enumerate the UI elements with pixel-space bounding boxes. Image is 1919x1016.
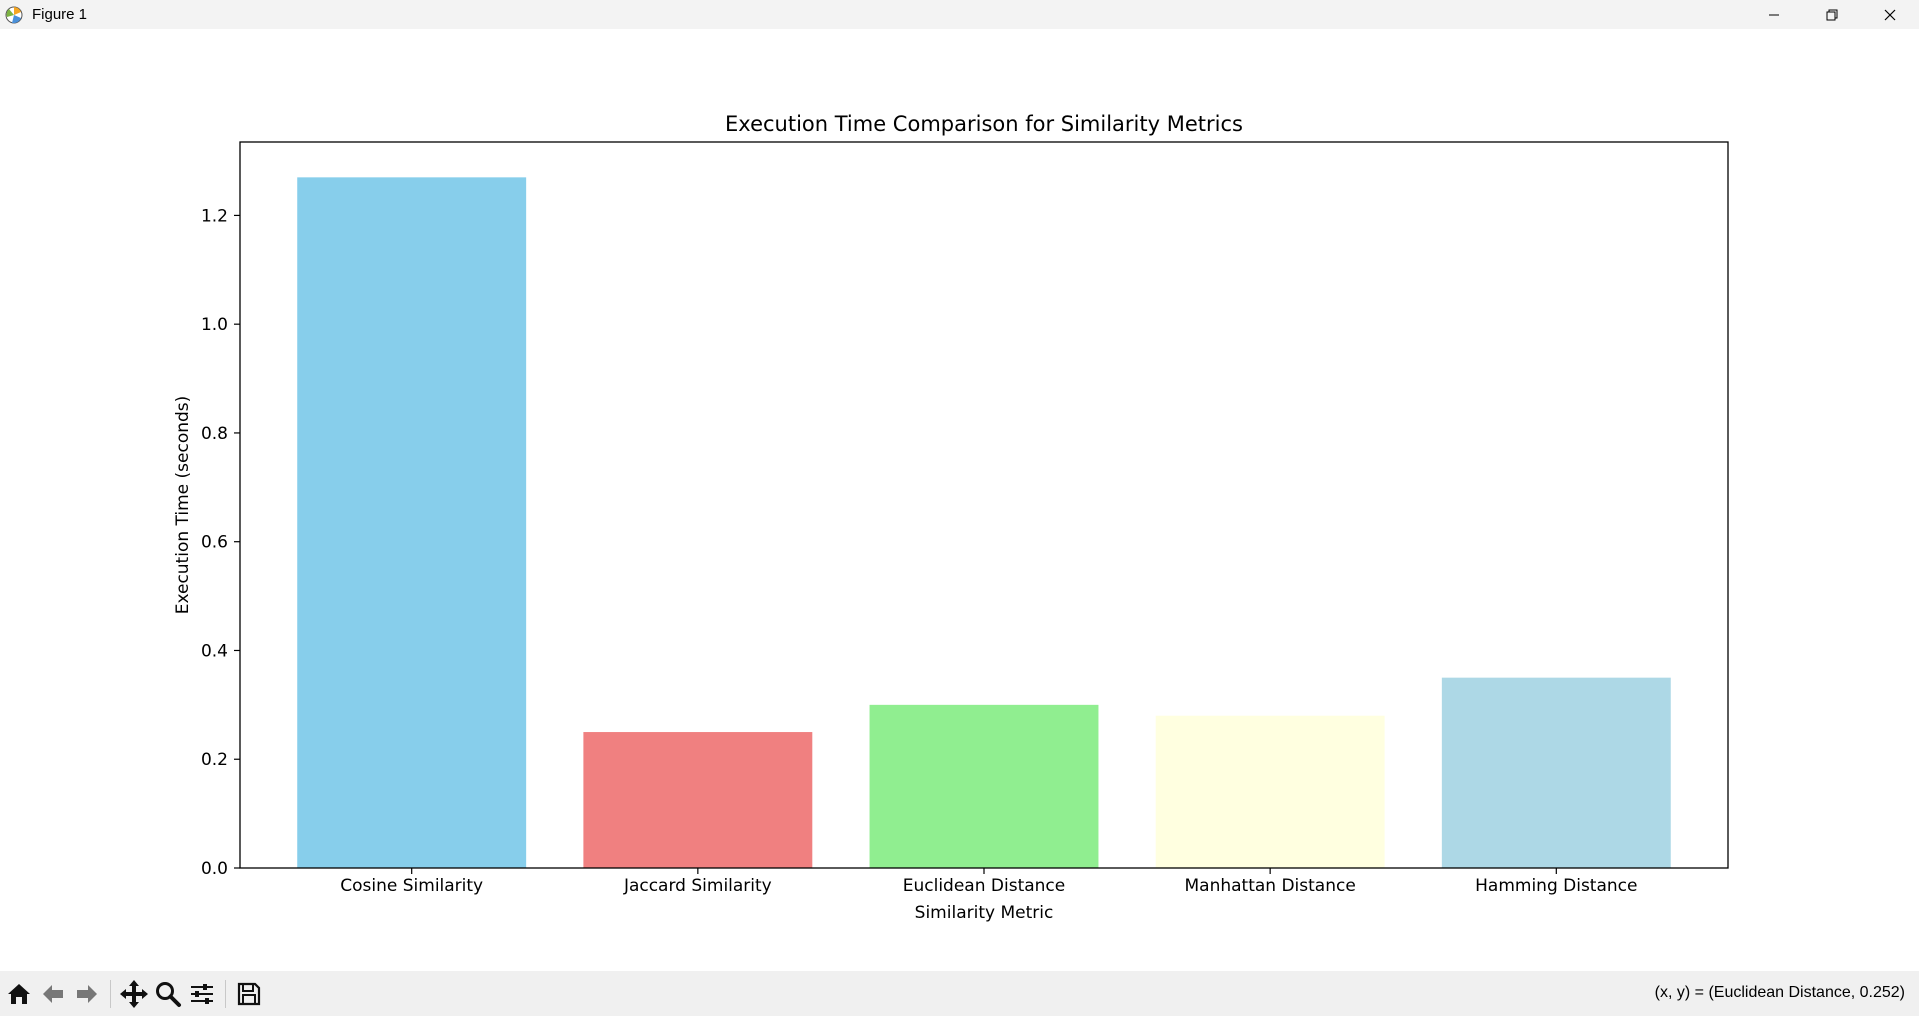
forward-arrow-icon — [77, 984, 97, 1003]
y-tick-label: 0.8 — [201, 424, 228, 444]
save-icon — [237, 982, 261, 1005]
y-axis-ticks: 0.0 0.2 0.4 0.6 0.8 1.0 1.2 — [201, 206, 240, 879]
bar-chart: Execution Time Comparison for Similarity… — [173, 112, 1729, 923]
configure-subplots-button[interactable] — [185, 977, 219, 1011]
navigation-toolbar — [0, 971, 1919, 1016]
pan-button[interactable] — [117, 977, 151, 1011]
configure-subplots-icon — [191, 983, 213, 1004]
home-button[interactable] — [2, 977, 36, 1011]
chart-title: Execution Time Comparison for Similarity… — [725, 112, 1243, 136]
bar-manhattan-distance — [1155, 715, 1385, 868]
window-controls — [1745, 0, 1919, 29]
figure-canvas[interactable]: Execution Time Comparison for Similarity… — [0, 29, 1919, 971]
back-arrow-icon — [43, 984, 63, 1003]
bars-group — [297, 177, 1671, 868]
y-axis-label: Execution Time (seconds) — [173, 396, 193, 615]
x-tick-label: Manhattan Distance — [1184, 876, 1355, 896]
bar-euclidean-distance — [869, 704, 1099, 868]
y-tick-label: 1.0 — [201, 315, 228, 335]
x-tick-label: Cosine Similarity — [340, 876, 483, 896]
y-tick-label: 0.0 — [201, 859, 228, 879]
restore-icon — [1826, 9, 1838, 20]
pan-icon — [120, 979, 148, 1008]
y-tick-label: 1.2 — [201, 206, 228, 226]
zoom-icon — [156, 981, 181, 1007]
forward-button[interactable] — [70, 977, 104, 1011]
y-tick-label: 0.6 — [201, 533, 228, 553]
x-axis-ticks: Cosine Similarity Jaccard Similarity Eucli… — [340, 868, 1637, 896]
bar-jaccard-similarity — [583, 732, 813, 868]
x-tick-label: Jaccard Similarity — [623, 876, 772, 896]
home-icon — [8, 983, 30, 1004]
restore-button[interactable] — [1803, 0, 1861, 29]
x-tick-label: Hamming Distance — [1475, 876, 1637, 896]
bar-cosine-similarity — [297, 177, 527, 868]
bar-hamming-distance — [1441, 677, 1671, 868]
close-button[interactable] — [1861, 0, 1919, 29]
x-axis-label: Similarity Metric — [915, 903, 1054, 923]
minimize-button[interactable] — [1745, 0, 1803, 29]
y-tick-label: 0.2 — [201, 750, 228, 770]
toolbar-separator — [225, 979, 226, 1008]
zoom-button[interactable] — [151, 977, 185, 1011]
x-tick-label: Euclidean Distance — [903, 876, 1066, 896]
save-button[interactable] — [232, 977, 266, 1011]
y-tick-label: 0.4 — [201, 641, 228, 661]
minimize-icon — [1769, 14, 1779, 15]
back-button[interactable] — [36, 977, 70, 1011]
cursor-coordinates: (x, y) = (Euclidean Distance, 0.252) — [1654, 984, 1905, 1001]
window-title: Figure 1 — [32, 6, 88, 23]
close-icon — [1884, 9, 1896, 20]
matplotlib-logo-icon — [5, 6, 23, 23]
window-titlebar: Figure 1 — [0, 0, 1919, 29]
toolbar-separator — [110, 979, 111, 1008]
